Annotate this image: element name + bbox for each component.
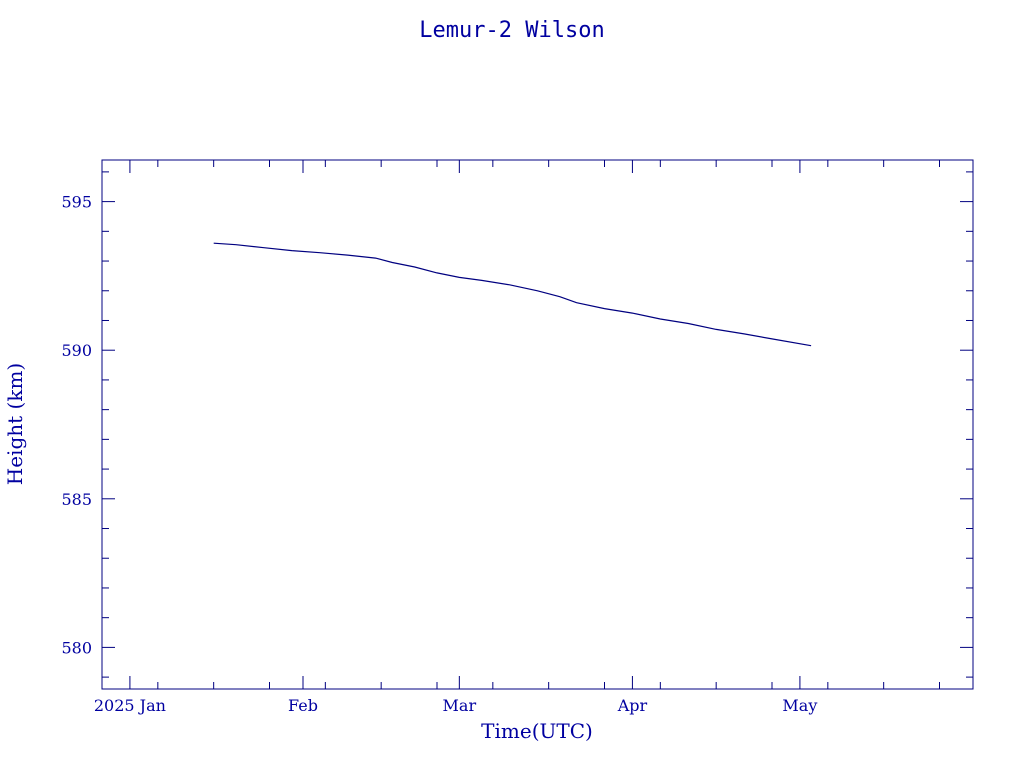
x-tick-label: Feb bbox=[288, 696, 318, 715]
y-axis-title: Height (km) bbox=[3, 363, 27, 485]
plot-frame bbox=[101, 159, 974, 690]
chart-title: Lemur-2 Wilson bbox=[419, 18, 604, 43]
x-tick-label: May bbox=[782, 696, 817, 715]
y-tick-label: 595 bbox=[61, 193, 92, 212]
series-line bbox=[213, 242, 812, 347]
axis-ticks bbox=[101, 160, 973, 689]
x-tick-label: Apr bbox=[617, 696, 648, 715]
y-tick-labels: 580 585 590 595 bbox=[61, 193, 92, 658]
x-axis-title: Time(UTC) bbox=[481, 719, 593, 743]
y-tick-label: 585 bbox=[61, 490, 92, 509]
x-tick-label: Mar bbox=[443, 696, 477, 715]
x-tick-label: 2025 Jan bbox=[94, 696, 166, 715]
y-tick-label: 580 bbox=[61, 638, 92, 657]
x-tick-labels: 2025 Jan Feb Mar Apr May bbox=[94, 696, 818, 715]
y-tick-label: 590 bbox=[61, 341, 92, 360]
